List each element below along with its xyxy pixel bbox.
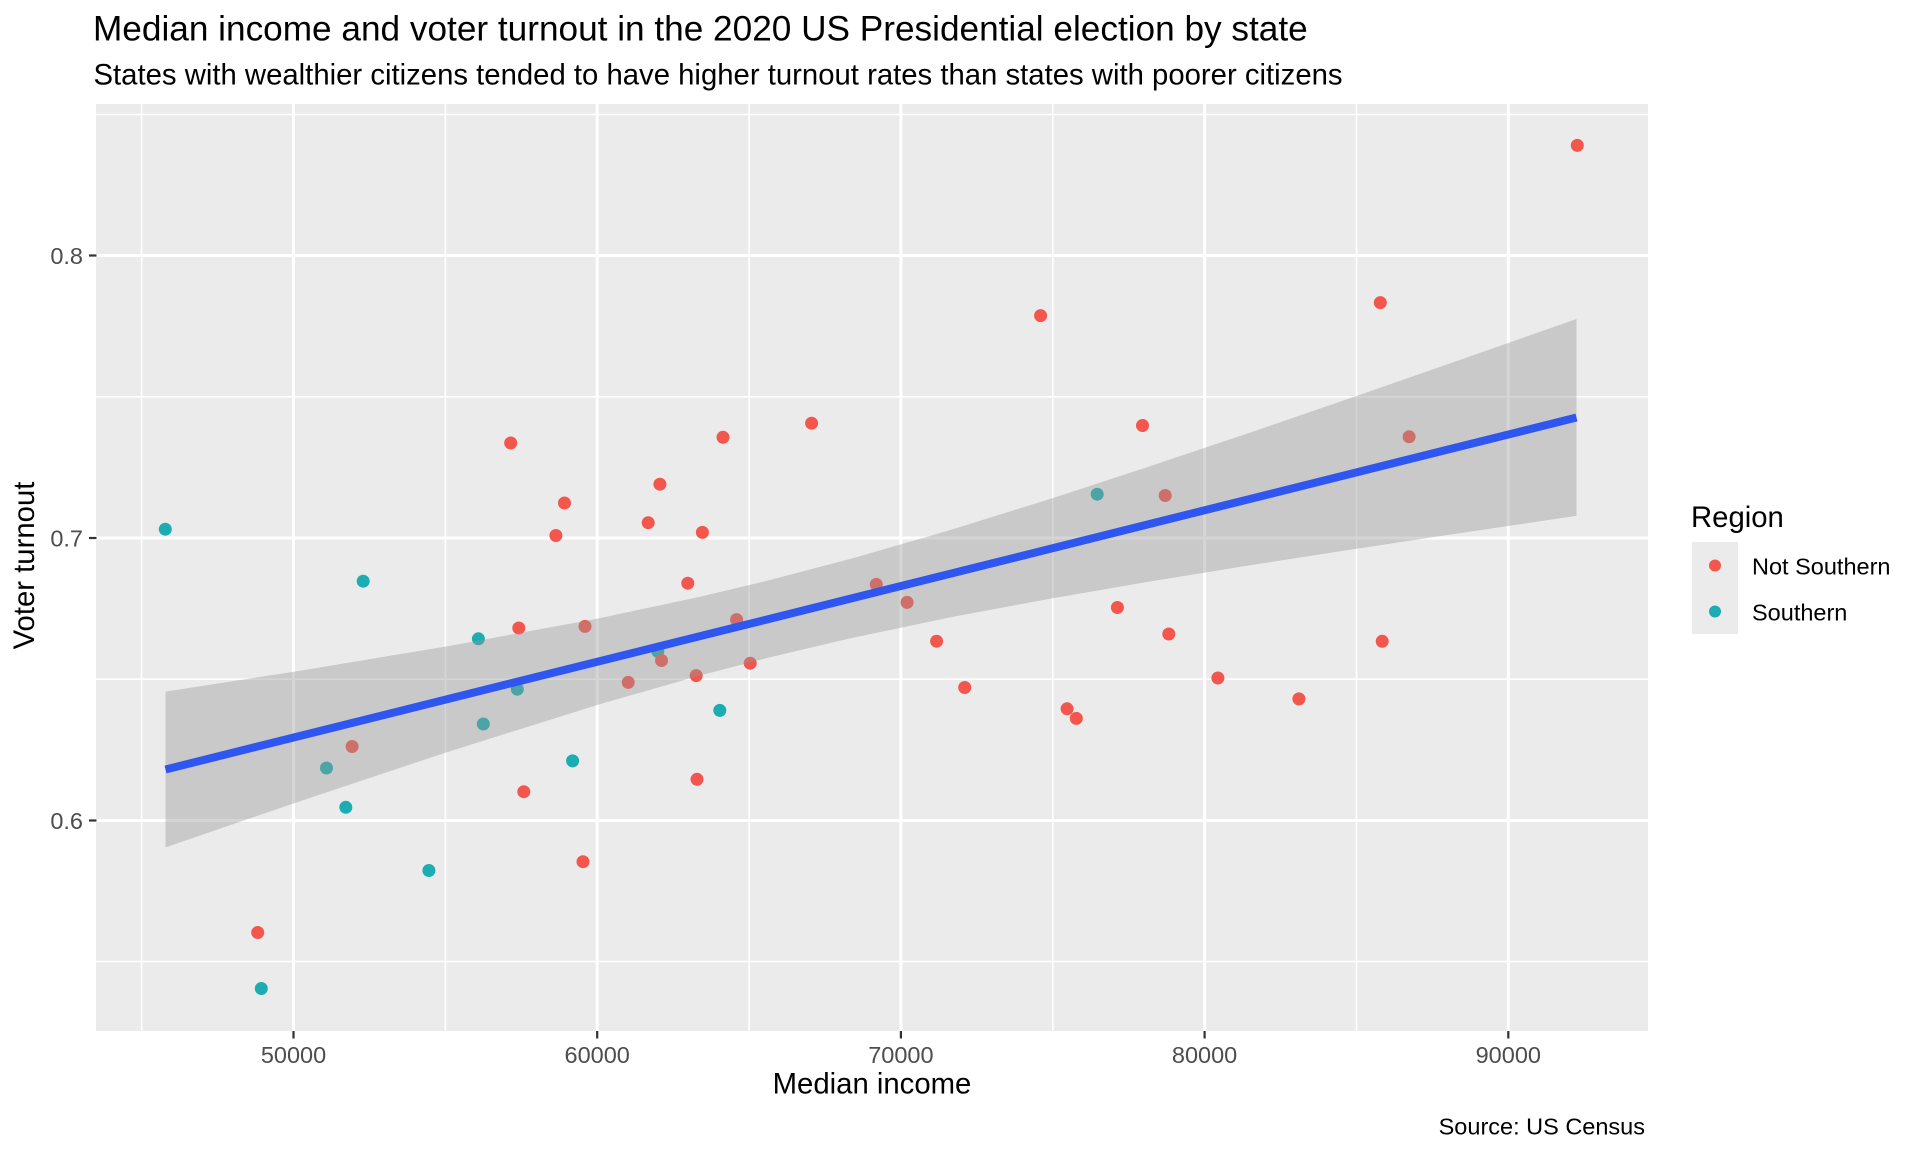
svg-text:Region: Region	[1691, 501, 1784, 534]
svg-text:Voter turnout: Voter turnout	[8, 482, 41, 650]
svg-text:0.8: 0.8	[50, 243, 83, 269]
svg-text:States with wealthier citizens: States with wealthier citizens tended to…	[94, 59, 1343, 92]
svg-text:80000: 80000	[1172, 1042, 1237, 1068]
svg-text:90000: 90000	[1476, 1042, 1541, 1068]
svg-text:Median income and voter turnou: Median income and voter turnout in the 2…	[93, 10, 1308, 49]
svg-text:50000: 50000	[261, 1042, 326, 1068]
svg-text:0.7: 0.7	[50, 525, 83, 551]
svg-text:Southern: Southern	[1752, 599, 1847, 625]
svg-text:70000: 70000	[868, 1042, 933, 1068]
svg-text:Source: US Census: Source: US Census	[1439, 1114, 1645, 1140]
svg-text:Median income: Median income	[773, 1068, 972, 1101]
svg-text:0.6: 0.6	[50, 808, 83, 834]
svg-text:60000: 60000	[565, 1042, 630, 1068]
svg-text:Not Southern: Not Southern	[1752, 553, 1890, 579]
